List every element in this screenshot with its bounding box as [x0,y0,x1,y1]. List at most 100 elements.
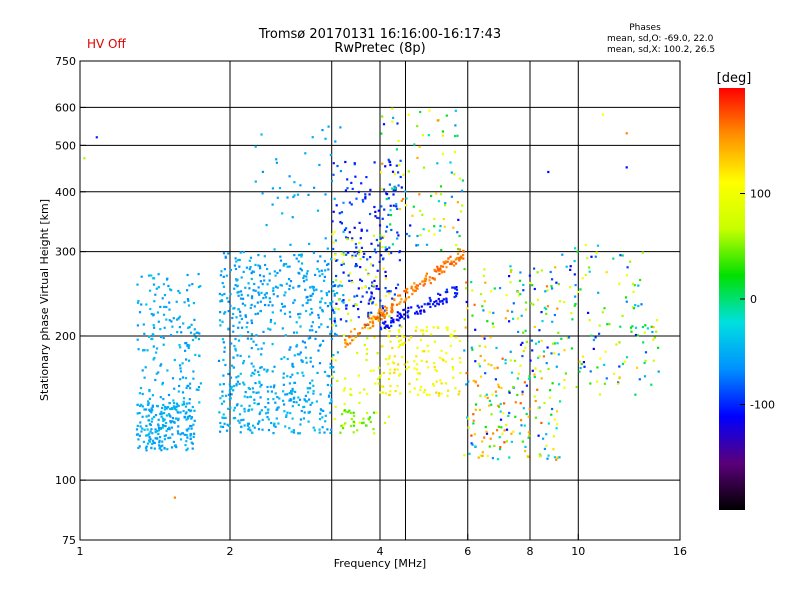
echo-point [543,447,546,450]
echo-point [380,385,383,388]
echo-point [484,425,487,429]
echo-point [321,308,324,312]
echo-point [235,384,238,387]
echo-point [303,274,306,277]
echo-point [181,432,184,435]
echo-point [419,309,422,312]
echo-point [248,355,251,358]
echo-point [359,257,362,261]
echo-point [442,218,445,221]
echo-point [577,290,580,293]
echo-point [221,294,224,297]
echo-point [496,429,499,432]
echo-point [342,230,345,233]
echo-point [439,267,442,270]
echo-point [300,409,303,413]
echo-point [640,303,643,306]
echo-point [242,381,245,384]
echo-point [296,193,300,196]
echo-point [390,251,393,255]
echo-point [182,403,186,406]
echo-point [253,402,256,405]
echo-point [234,416,237,420]
echo-point [427,366,430,369]
echo-point [354,243,357,246]
echo-point [235,404,239,407]
echo-point [418,145,421,148]
echo-point [189,437,192,440]
echo-point [524,346,527,349]
echo-point [388,252,391,255]
echo-point [596,244,600,247]
echo-point [555,410,559,413]
echo-point [636,334,639,337]
echo-point [439,300,442,303]
echo-point [160,410,163,413]
echo-point [372,428,375,431]
echo-point [357,332,360,335]
echo-point [232,409,236,412]
echo-point [136,433,140,436]
echo-point [240,317,243,321]
echo-point [501,357,504,360]
echo-point [300,269,303,272]
echo-point [284,334,287,337]
echo-point [250,431,254,434]
echo-point [372,318,375,321]
echo-point [351,237,354,240]
echo-point [250,337,253,340]
echo-point [551,287,554,290]
echo-point [552,448,555,451]
echo-point [443,225,446,228]
echo-point [447,389,450,392]
echo-point [342,294,345,297]
echo-point [305,275,308,278]
echo-point [177,425,180,428]
echo-point [232,312,235,316]
echo-point [491,322,494,325]
echo-point [162,283,165,286]
echo-point [164,434,167,437]
echo-point [136,301,140,304]
echo-point [533,373,536,376]
echo-point [267,401,270,405]
echo-point [377,209,380,212]
echo-point [299,325,302,328]
echo-point [232,389,235,392]
echo-point [575,385,578,389]
echo-point [359,278,362,281]
echo-point [396,283,400,286]
echo-point [352,411,355,414]
echo-point [236,284,239,287]
echo-point [470,281,473,284]
echo-point [249,306,252,309]
echo-point [152,313,155,316]
echo-point [291,362,294,365]
echo-point [397,234,400,237]
echo-point [273,384,276,387]
echo-point [233,264,236,267]
echo-point [416,287,419,290]
echo-point [250,347,253,350]
echo-point [583,365,586,368]
echo-point [309,286,312,289]
echo-point [324,237,327,240]
echo-point [253,426,256,429]
echo-point [434,368,437,371]
echo-point [289,243,292,246]
echo-point [187,408,190,412]
echo-point [157,423,160,426]
echo-point [145,408,148,411]
echo-point [384,287,387,290]
echo-point [191,447,194,450]
echo-point [173,421,176,424]
echo-point [257,254,260,257]
echo-point [230,387,233,390]
echo-point [183,301,186,304]
echo-point [348,409,351,412]
x-tick-label: 1 [77,545,84,558]
echo-point [256,422,260,425]
echo-point [378,391,382,394]
echo-point [439,269,442,272]
echo-point [493,367,496,370]
